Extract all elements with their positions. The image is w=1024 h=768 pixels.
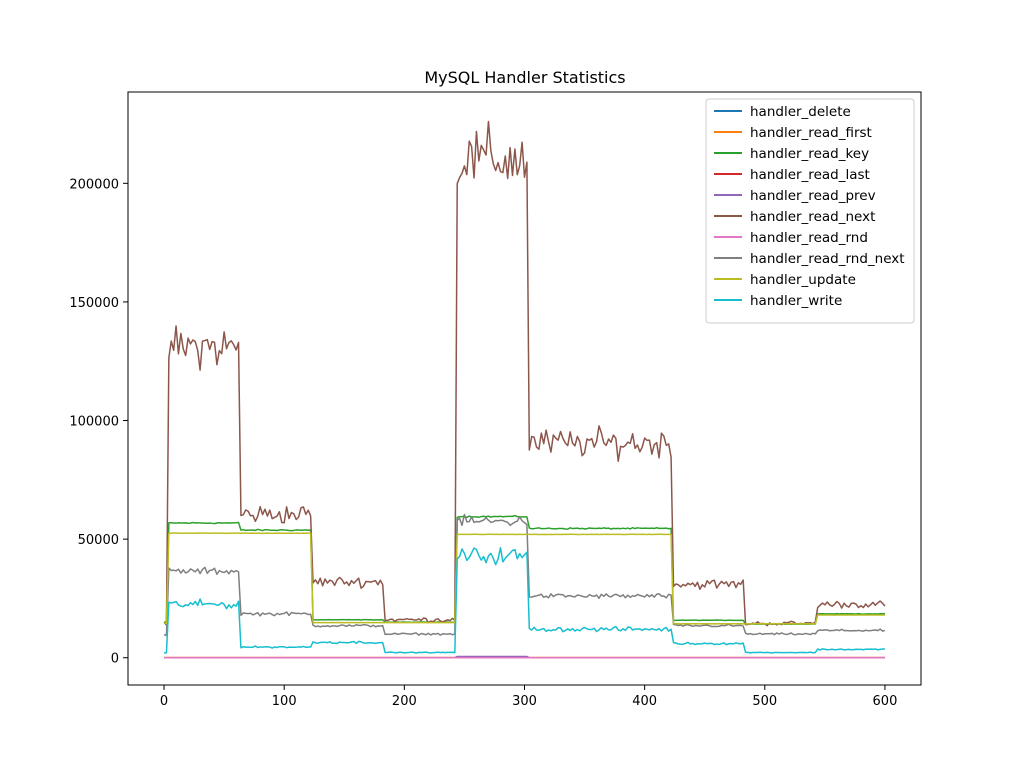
x-tick-label: 500 — [752, 694, 777, 709]
axes: 0 100 200 300 400 500 600 0 50000 100000 150000 200… — [69, 91, 922, 709]
legend-label: handler_read_rnd_next — [750, 251, 905, 267]
x-tick-label: 300 — [512, 694, 537, 709]
legend-label: handler_read_first — [750, 125, 872, 141]
y-tick-label: 100000 — [69, 415, 119, 430]
legend-label: handler_delete — [750, 104, 851, 120]
legend-label: handler_update — [750, 272, 856, 288]
y-tick-label: 200000 — [69, 177, 119, 192]
series-line-handler-read-key — [164, 514, 885, 626]
series-line-handler-read-rnd-next — [163, 513, 886, 637]
legend-label: handler_read_next — [750, 209, 875, 225]
x-tick-label: 0 — [160, 694, 168, 709]
series-lines — [163, 120, 886, 659]
legend-label: handler_write — [750, 293, 842, 309]
legend-label: handler_read_rnd — [750, 230, 868, 246]
legend-label: handler_read_key — [750, 146, 869, 162]
y-tick-label: 150000 — [69, 296, 119, 311]
legend-label: handler_read_prev — [750, 188, 876, 204]
x-tick-label: 400 — [632, 694, 657, 709]
x-tick-label: 200 — [392, 694, 417, 709]
y-tick-label: 50000 — [78, 533, 119, 548]
series-line-handler-write — [164, 547, 885, 654]
chart-title: MySQL Handler Statistics — [424, 68, 625, 87]
legend: handler_delete handler_read_first handler_… — [705, 98, 915, 324]
series-line-handler-update — [164, 532, 885, 625]
legend-box — [705, 98, 915, 324]
x-tick-label: 100 — [272, 694, 297, 709]
x-tick-label: 600 — [873, 694, 898, 709]
y-tick-label: 0 — [111, 652, 119, 667]
legend-label: handler_read_last — [750, 167, 870, 183]
